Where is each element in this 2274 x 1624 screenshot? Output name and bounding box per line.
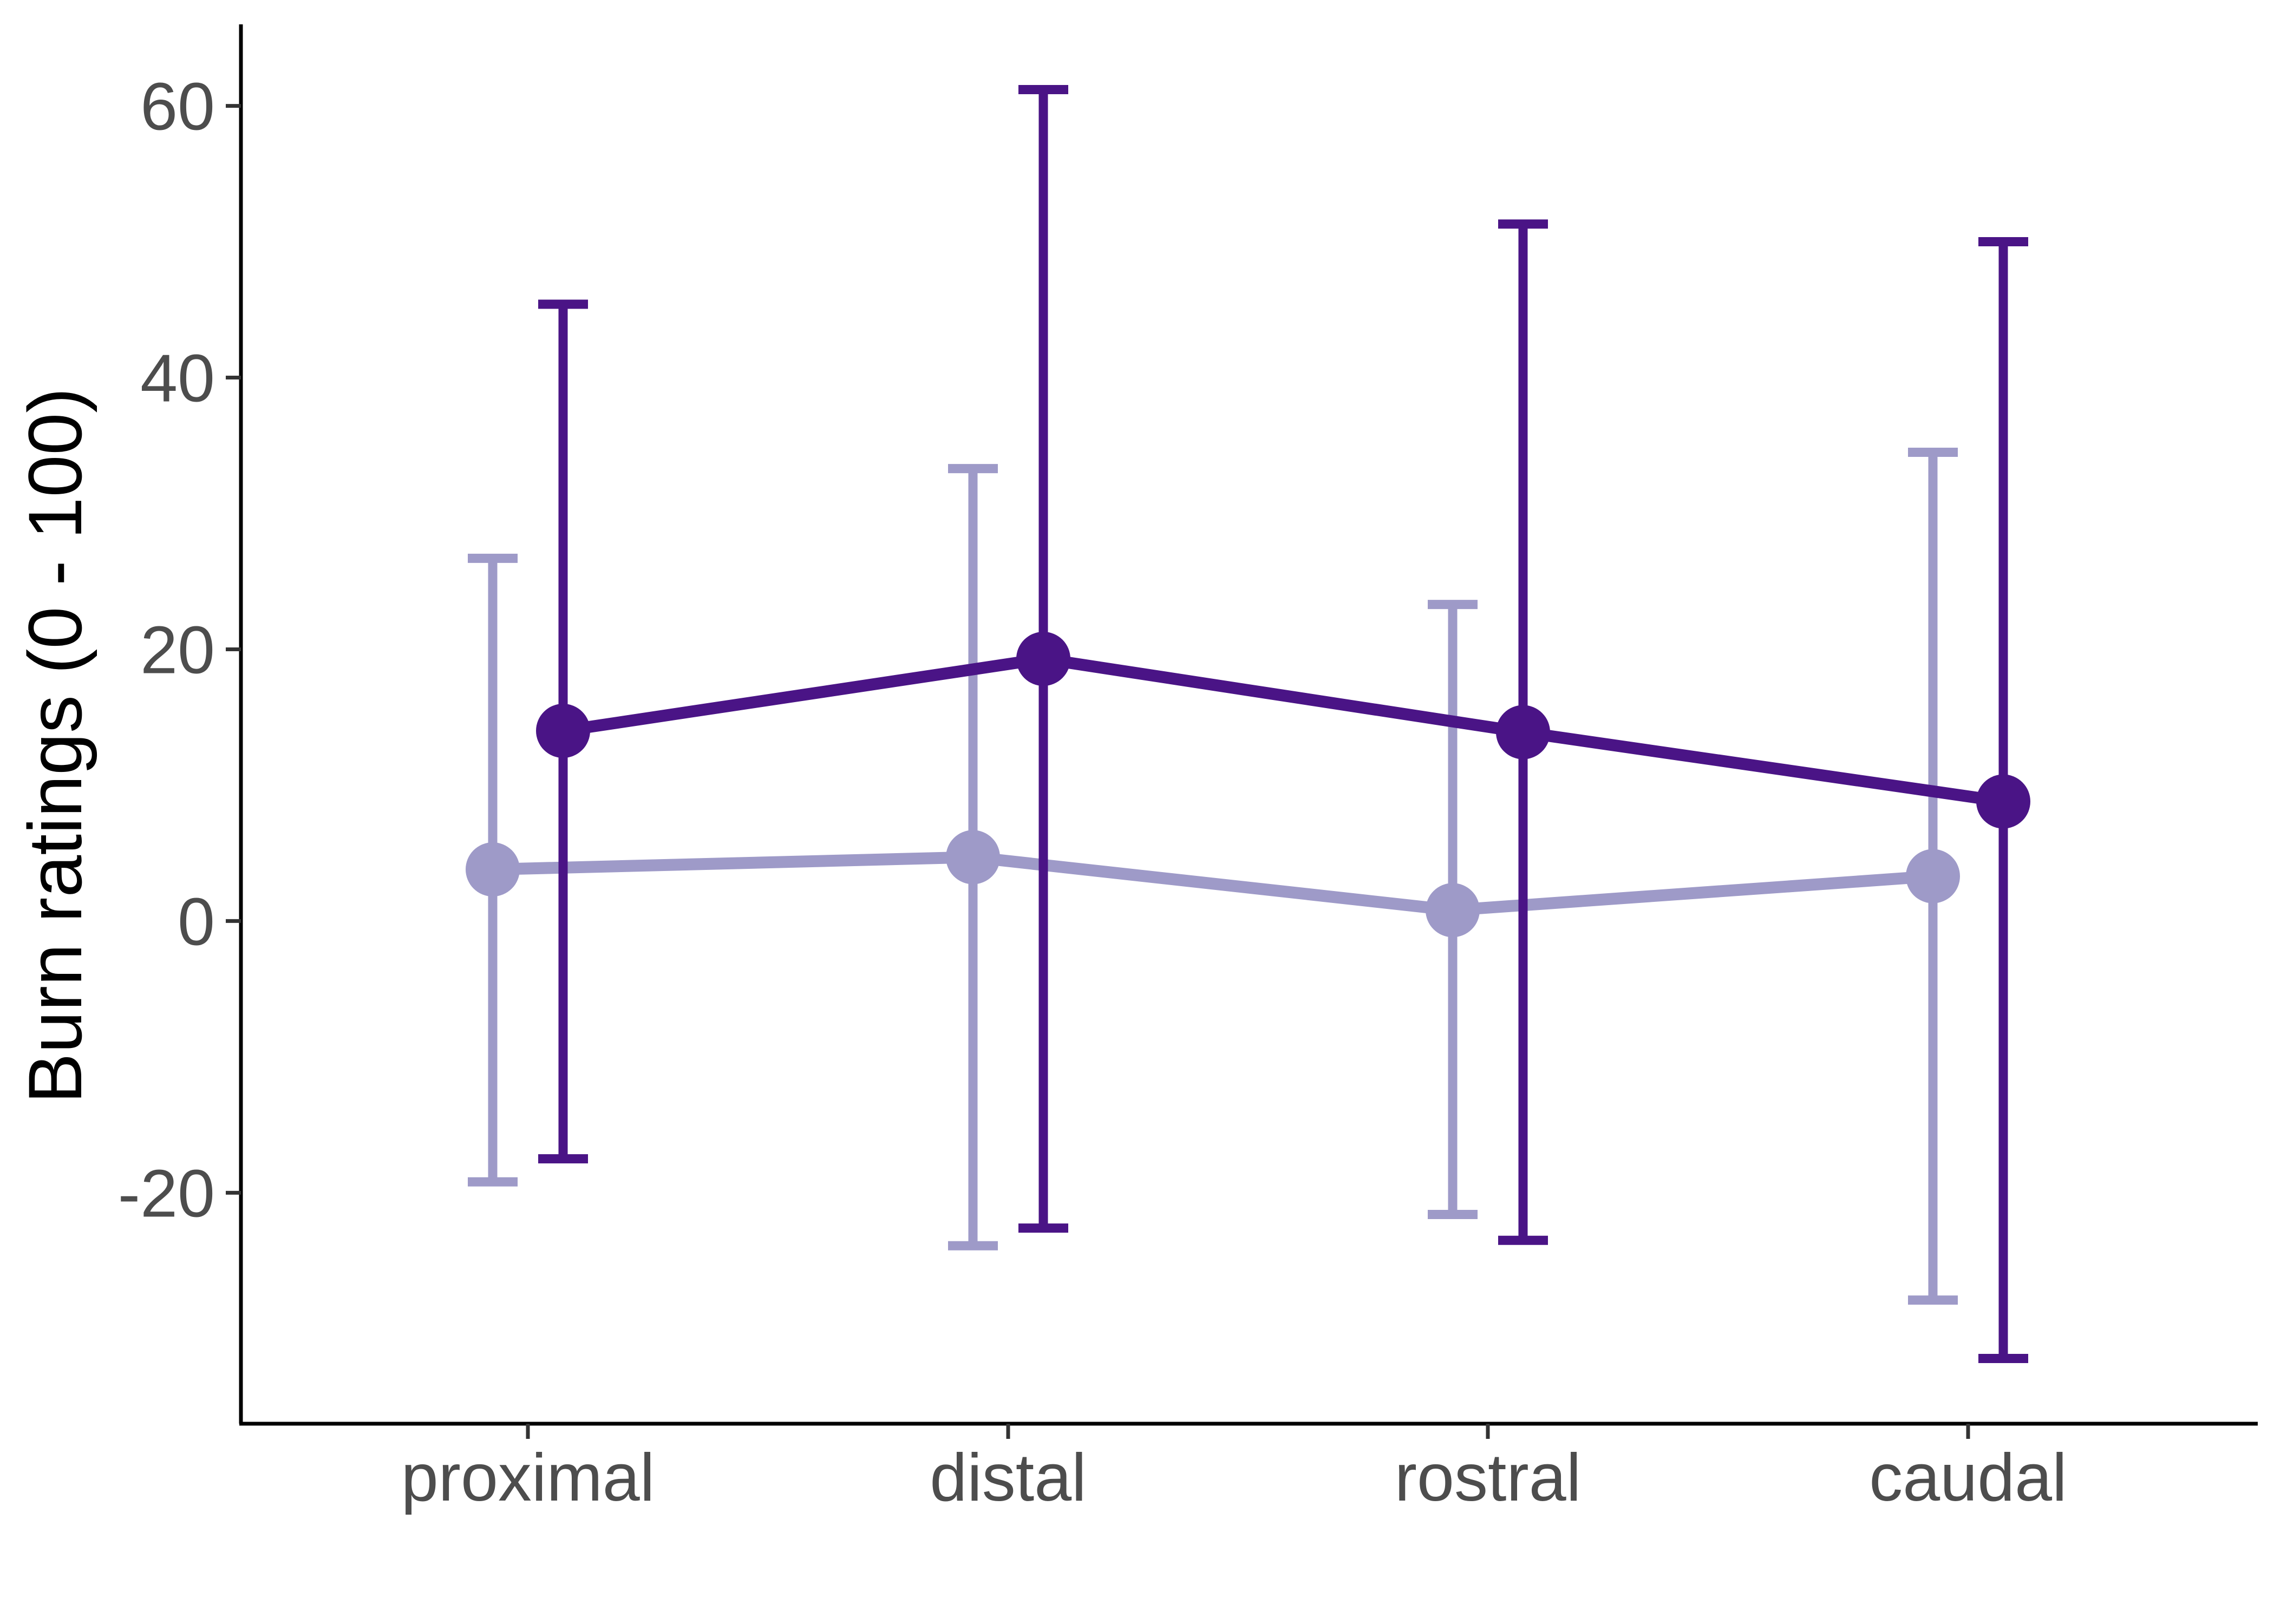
x-tick-label-rostral: rostral — [1395, 1440, 1582, 1515]
y-tick-label: 20 — [140, 613, 215, 687]
y-tick-label: 0 — [178, 885, 215, 959]
x-ticks: proximal distal rostral caudal — [401, 1424, 2067, 1515]
data-point — [466, 842, 520, 897]
data-point — [1016, 632, 1070, 686]
series-2 — [536, 84, 2030, 1364]
series-line — [562, 653, 2004, 808]
data-point — [1426, 883, 1480, 938]
data-point — [1976, 774, 2030, 829]
y-tick-label: -20 — [118, 1156, 215, 1231]
y-tick-label: 40 — [140, 342, 215, 416]
x-tick-label-caudal: caudal — [1869, 1440, 2067, 1515]
data-point — [536, 704, 590, 758]
data-point — [946, 830, 1000, 885]
series-layer — [466, 84, 2030, 1364]
y-ticks: -20 0 20 40 60 — [118, 70, 241, 1231]
series-line — [492, 851, 1933, 916]
y-tick-label: 60 — [140, 70, 215, 145]
x-tick-label-distal: distal — [930, 1440, 1086, 1515]
axes — [239, 24, 2258, 1426]
x-tick-label-proximal: proximal — [401, 1440, 655, 1515]
data-point — [1906, 849, 1960, 903]
y-axis-title: Burn ratings (0 - 100) — [12, 388, 97, 1104]
data-point — [1496, 705, 1550, 759]
series-1 — [466, 448, 1960, 1305]
